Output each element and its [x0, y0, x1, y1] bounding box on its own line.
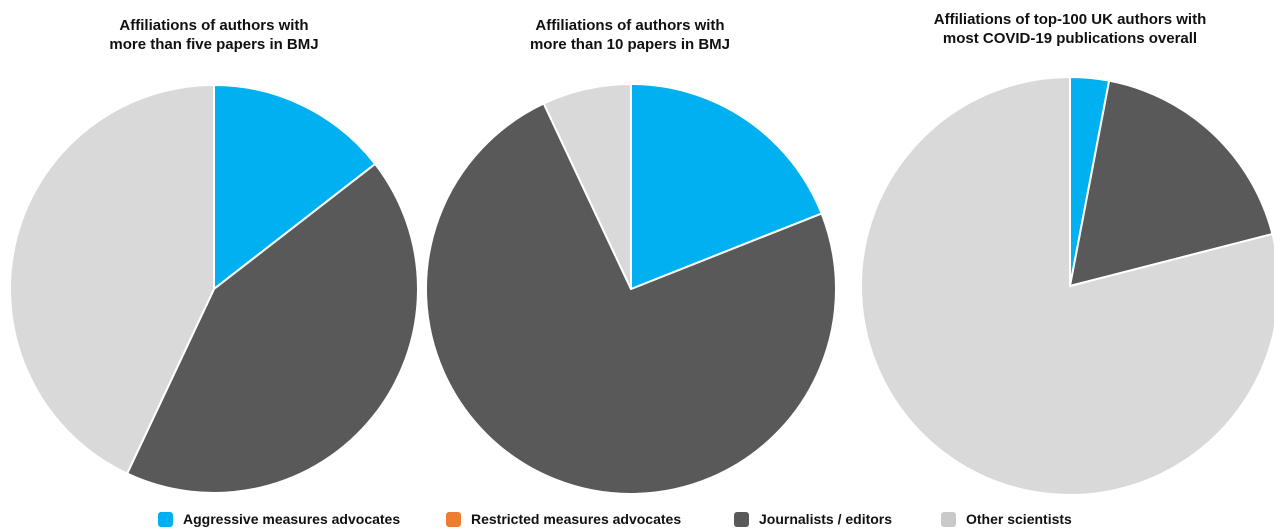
pie-2-slice-journalists — [425, 102, 837, 495]
pie-chart-2 — [425, 83, 837, 495]
legend-swatch-aggressive — [158, 511, 173, 527]
legend-swatch-journalists — [734, 511, 749, 527]
legend-item-restricted: Restricted measures advocates — [446, 511, 681, 527]
pie-chart-1 — [9, 84, 419, 494]
legend-swatch-other — [941, 511, 956, 527]
pie-1-slice-journalists — [126, 162, 419, 494]
legend-item-aggressive: Aggressive measures advocates — [158, 511, 400, 527]
pie-charts — [9, 76, 1274, 496]
legend-label-restricted: Restricted measures advocates — [471, 511, 682, 527]
legend-label-aggressive: Aggressive measures advocates — [183, 511, 401, 527]
legend-item-journalists: Journalists / editors — [734, 511, 892, 527]
pie-3-slice-journalists — [1069, 79, 1274, 287]
pie-3-slice-other — [860, 76, 1274, 496]
pie-3-title: Affiliations of top-100 UK authors with … — [933, 11, 1207, 47]
pie-1-slice-aggressive — [213, 84, 377, 290]
pie-2-slice-aggressive — [630, 83, 823, 290]
pie-2-slice-other — [542, 83, 632, 290]
pie-1-slice-other — [9, 84, 215, 475]
pie-chart-3 — [860, 76, 1274, 496]
legend-swatch-restricted — [446, 511, 461, 527]
legend-label-other: Other scientists — [966, 511, 1072, 527]
legend-label-journalists: Journalists / editors — [759, 511, 893, 527]
pie-1-title: Affiliations of authors with more than f… — [109, 17, 319, 53]
legend: Aggressive measures advocates Restricted… — [0, 509, 1274, 531]
pie-2-title: Affiliations of authors with more than 1… — [529, 17, 731, 53]
legend-item-other: Other scientists — [941, 511, 1072, 527]
